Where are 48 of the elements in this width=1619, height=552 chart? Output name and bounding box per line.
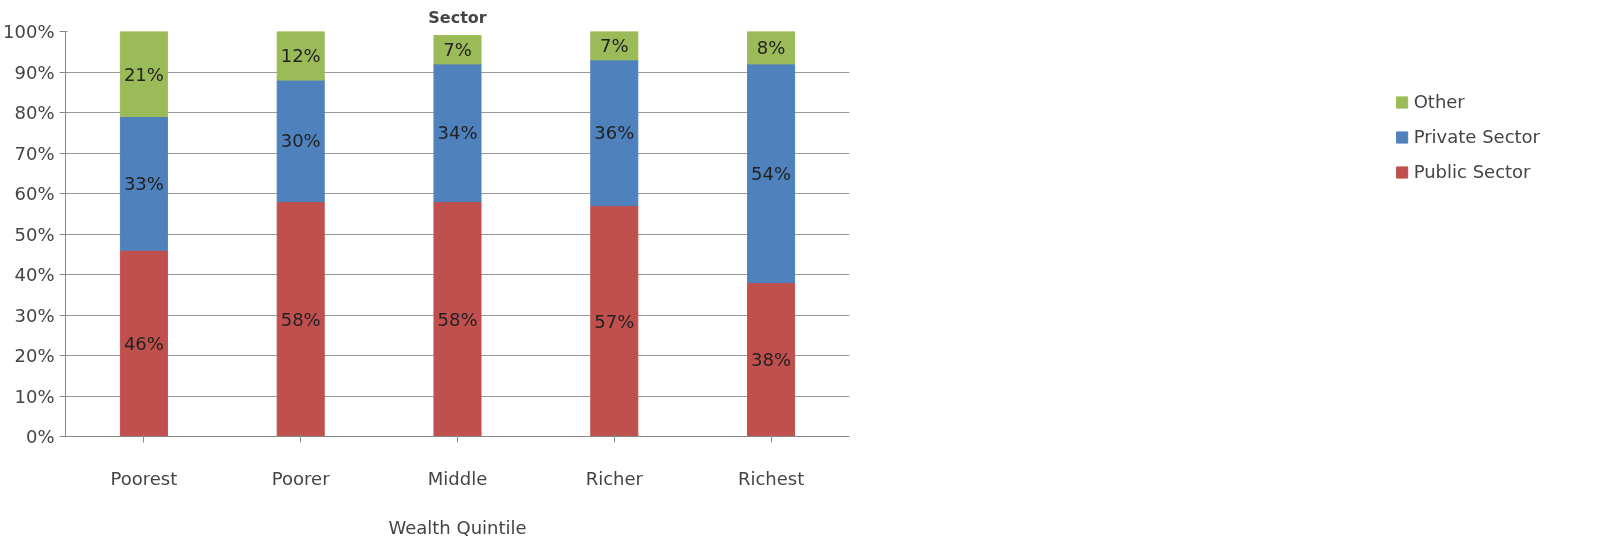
data-label: 8% (756, 37, 786, 59)
data-label: 7% (443, 39, 472, 61)
y-tick-label: 80% (14, 102, 55, 123)
y-tick-label: 40% (14, 264, 55, 285)
data-label: 12% (280, 45, 321, 67)
bar (433, 63, 482, 203)
y-tick-label: 100% (3, 21, 55, 42)
x-axis-title: Wealth Quintile (388, 516, 527, 538)
y-tick-label: 70% (14, 142, 55, 164)
legend-label: Private Sector (1413, 126, 1540, 147)
x-tick-label: Poorest (110, 467, 178, 489)
data-label: 58% (437, 308, 478, 330)
legend-label: Other (1413, 91, 1465, 112)
data-label: 54% (751, 162, 792, 184)
data-label: 57% (594, 310, 635, 332)
data-label: 21% (123, 63, 164, 85)
data-label: 33% (123, 172, 164, 194)
bar (119, 249, 168, 437)
x-tick-label: Middle (427, 467, 488, 489)
data-label: 38% (751, 349, 792, 371)
y-tick-label: 30% (14, 304, 55, 326)
data-label: 46% (123, 332, 164, 354)
y-tick-label: 0% (25, 426, 55, 447)
data-label: 34% (437, 122, 478, 144)
bar (747, 282, 796, 437)
y-tick-label: 20% (14, 345, 55, 366)
x-tick-label: Richer (585, 467, 644, 489)
legend-label: Public Sector (1413, 161, 1531, 182)
bar (747, 63, 796, 284)
bar (433, 35, 482, 65)
bar (276, 79, 325, 203)
y-tick-label: 10% (14, 385, 55, 407)
x-tick-label: Richest (737, 467, 805, 489)
data-label: 7% (600, 35, 629, 57)
y-tick-label: 50% (14, 223, 55, 245)
bar (119, 116, 168, 251)
bar (433, 201, 482, 437)
chart-title: Sector (428, 7, 487, 27)
data-label: 36% (594, 122, 635, 144)
bar (590, 59, 639, 207)
data-label: 58% (280, 308, 321, 330)
bar (119, 31, 168, 118)
y-tick-label: 60% (14, 183, 55, 204)
y-tick-label: 90% (14, 61, 55, 83)
x-tick-label: Poorer (271, 467, 331, 489)
bar (276, 201, 325, 437)
bar (590, 205, 639, 437)
data-label: 30% (280, 130, 321, 152)
